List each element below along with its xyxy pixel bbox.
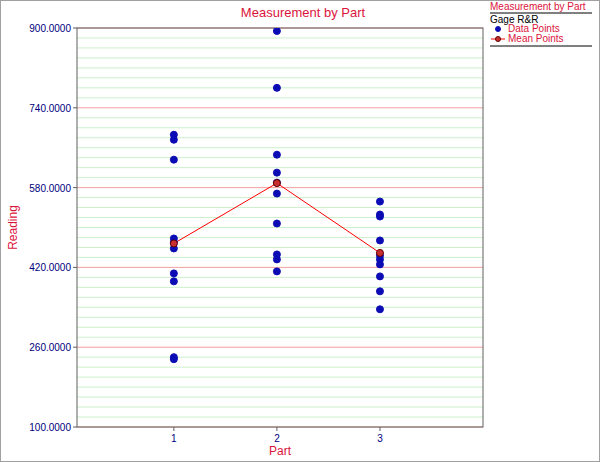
y-tick-label: 740.0000 (29, 103, 71, 114)
mean-point (170, 240, 177, 247)
minor-grid-line (77, 47, 483, 48)
y-tick-label: 100.0000 (29, 422, 71, 433)
minor-grid-line (77, 137, 483, 138)
y-axis-title: Reading (6, 205, 20, 250)
minor-grid-line (77, 287, 483, 288)
legend-label: Mean Points (508, 33, 564, 44)
legend-marker (496, 27, 501, 32)
minor-grid-line (77, 387, 483, 388)
minor-grid-line (77, 397, 483, 398)
y-tick (73, 347, 77, 348)
minor-grid-line (77, 157, 483, 158)
x-tick-label: 2 (274, 433, 280, 444)
data-point (170, 270, 177, 277)
minor-grid-line (77, 317, 483, 318)
minor-grid-line (77, 167, 483, 168)
minor-grid-line (77, 217, 483, 218)
mean-line (174, 183, 380, 253)
legend-marker (496, 37, 501, 42)
minor-grid-line (77, 307, 483, 308)
grid-line (77, 267, 483, 268)
minor-grid-line (77, 247, 483, 248)
x-tick (173, 427, 174, 431)
data-point (273, 84, 280, 91)
mean-point (376, 249, 383, 256)
legend-title: Measurement by Part (490, 1, 586, 12)
y-tick (73, 107, 77, 108)
data-point (273, 268, 280, 275)
data-point (273, 190, 280, 197)
data-point (376, 213, 383, 220)
x-tick (276, 427, 277, 431)
data-point (273, 220, 280, 227)
data-point (273, 151, 280, 158)
legend: Measurement by PartGage R&RData PointsMe… (490, 1, 592, 46)
y-tick (73, 427, 77, 428)
data-point (170, 239, 177, 246)
grid-line (77, 187, 483, 188)
minor-grid-line (77, 337, 483, 338)
marks (170, 28, 383, 363)
minor-grid-line (77, 147, 483, 148)
minor-grid-line (77, 367, 483, 368)
y-tick (73, 187, 77, 188)
y-tick-label: 580.0000 (29, 183, 71, 194)
minor-grid-line (77, 97, 483, 98)
minor-grid-line (77, 127, 483, 128)
y-tick-label: 420.0000 (29, 262, 71, 273)
grid-line (77, 107, 483, 108)
minor-grid-line (77, 57, 483, 58)
minor-grid-line (77, 67, 483, 68)
data-point (273, 28, 280, 34)
data-point (170, 156, 177, 163)
data-point (170, 136, 177, 143)
grid-line (77, 347, 483, 348)
y-tick (73, 267, 77, 268)
mean-point (273, 180, 280, 187)
minor-grid-line (77, 237, 483, 238)
minor-grid-line (77, 177, 483, 178)
x-axis-title: Part (269, 444, 292, 458)
minor-grid-line (77, 377, 483, 378)
data-point (376, 306, 383, 313)
data-point (273, 169, 280, 176)
data-point (170, 278, 177, 285)
data-point (273, 179, 280, 186)
x-tick (379, 427, 380, 431)
data-point (376, 288, 383, 295)
minor-grid-line (77, 207, 483, 208)
x-tick-label: 3 (377, 433, 383, 444)
chart: 100.0000 260.0000 420.0000 580.0000 740.0000… (0, 0, 600, 462)
data-point (273, 256, 280, 263)
y-tick-label: 900.0000 (29, 23, 71, 34)
minor-grid-line (77, 277, 483, 278)
minor-grid-line (77, 297, 483, 298)
minor-grid-line (77, 327, 483, 328)
legend-rule (490, 46, 592, 47)
plot-frame (77, 28, 483, 427)
minor-grid-line (77, 197, 483, 198)
data-point (376, 261, 383, 268)
background (1, 1, 600, 462)
title: Measurement by Part (241, 5, 366, 20)
data-point (376, 237, 383, 244)
y-tick-label: 260.0000 (29, 342, 71, 353)
data-point (376, 273, 383, 280)
data-point (170, 356, 177, 363)
minor-grid-line (77, 407, 483, 408)
data-point (376, 198, 383, 205)
y-tick (73, 28, 77, 29)
minor-grid-line (77, 417, 483, 418)
minor-grid-line (77, 77, 483, 78)
minor-grid-line (77, 37, 483, 38)
minor-grid-line (77, 227, 483, 228)
minor-grid-line (77, 357, 483, 358)
x-tick-label: 1 (171, 433, 177, 444)
minor-grid-line (77, 117, 483, 118)
